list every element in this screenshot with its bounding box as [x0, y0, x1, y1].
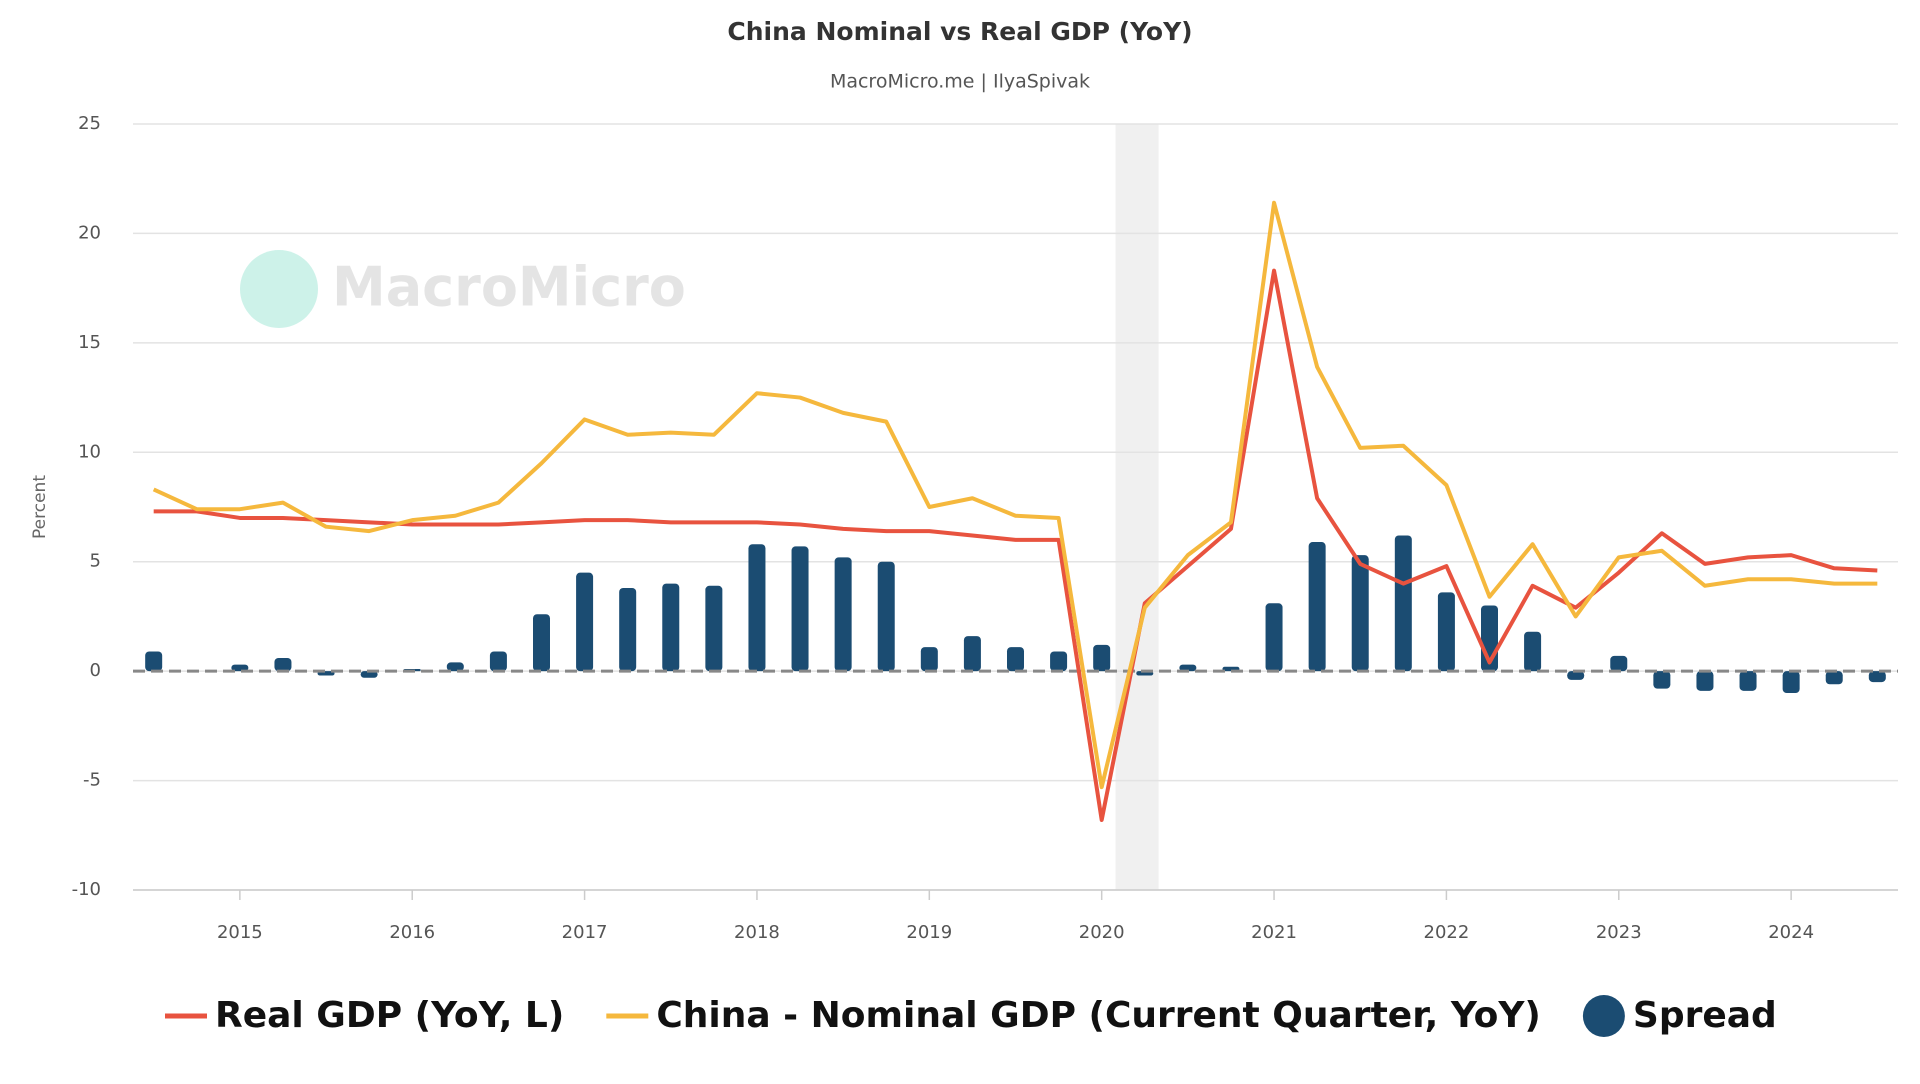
watermark-logo	[240, 250, 318, 328]
y-tick-label: -5	[83, 770, 101, 791]
line	[152, 200, 1878, 790]
bar	[1825, 671, 1843, 685]
bar	[576, 572, 594, 672]
legend-label: Spread	[1633, 995, 1777, 1036]
x-tick-label: 2018	[734, 922, 780, 943]
watermark: MacroMicro	[332, 256, 686, 319]
y-tick-label: 15	[78, 332, 101, 353]
y-tick-label: 20	[78, 222, 101, 243]
legend-swatch	[1582, 995, 1625, 1037]
x-tick-label: 2016	[389, 922, 435, 943]
bar	[1610, 655, 1628, 672]
bar	[274, 658, 292, 672]
x-tick-label: 2022	[1424, 922, 1470, 943]
x-tick-label: 2021	[1251, 922, 1297, 943]
recession-shade	[1115, 124, 1159, 890]
bar	[1868, 671, 1886, 683]
legend-label: China - Nominal GDP (Current Quarter, Yo…	[656, 995, 1541, 1036]
x-tick-label: 2015	[217, 922, 263, 943]
bar	[231, 664, 249, 672]
bar	[1567, 671, 1585, 680]
line	[153, 268, 1878, 822]
bar	[446, 662, 464, 672]
y-tick-label: 10	[78, 441, 101, 462]
bar	[533, 614, 551, 672]
bar	[877, 561, 895, 672]
bar	[834, 557, 852, 672]
x-tick-label: 2023	[1596, 922, 1642, 943]
x-tick-label: 2019	[906, 922, 952, 943]
bar	[1696, 671, 1714, 691]
y-axis-label: Percent	[30, 475, 50, 539]
bar	[1394, 535, 1412, 672]
x-tick-label: 2020	[1079, 922, 1125, 943]
bar	[1351, 555, 1369, 672]
y-tick-label: 5	[90, 551, 101, 572]
y-tick-label: 25	[78, 113, 101, 134]
chart-subtitle: MacroMicro.me | IlyaSpivak	[830, 71, 1090, 93]
x-tick-label: 2017	[562, 922, 608, 943]
bar	[145, 651, 163, 672]
bar	[791, 546, 809, 672]
bar	[1653, 671, 1671, 689]
bar	[1050, 651, 1068, 672]
bar	[1782, 671, 1800, 694]
x-tick-label: 2024	[1768, 922, 1814, 943]
bar	[1093, 644, 1111, 672]
bar	[1308, 542, 1326, 672]
bar	[360, 671, 378, 678]
chart-title: China Nominal vs Real GDP (YoY)	[727, 17, 1192, 46]
y-tick-label: -10	[72, 879, 101, 900]
bar	[619, 587, 637, 672]
bar	[1265, 603, 1283, 672]
bar	[1437, 592, 1455, 672]
bar	[662, 583, 680, 672]
bar	[1524, 631, 1542, 672]
legend-label: Real GDP (YoY, L)	[215, 995, 564, 1036]
bar	[748, 544, 766, 672]
bar	[705, 585, 723, 672]
bar	[963, 636, 981, 672]
bar	[489, 651, 507, 672]
bar	[1739, 671, 1757, 691]
bar	[1179, 664, 1197, 672]
bar	[920, 647, 938, 672]
y-tick-label: 0	[90, 660, 101, 681]
bar	[1007, 647, 1024, 672]
